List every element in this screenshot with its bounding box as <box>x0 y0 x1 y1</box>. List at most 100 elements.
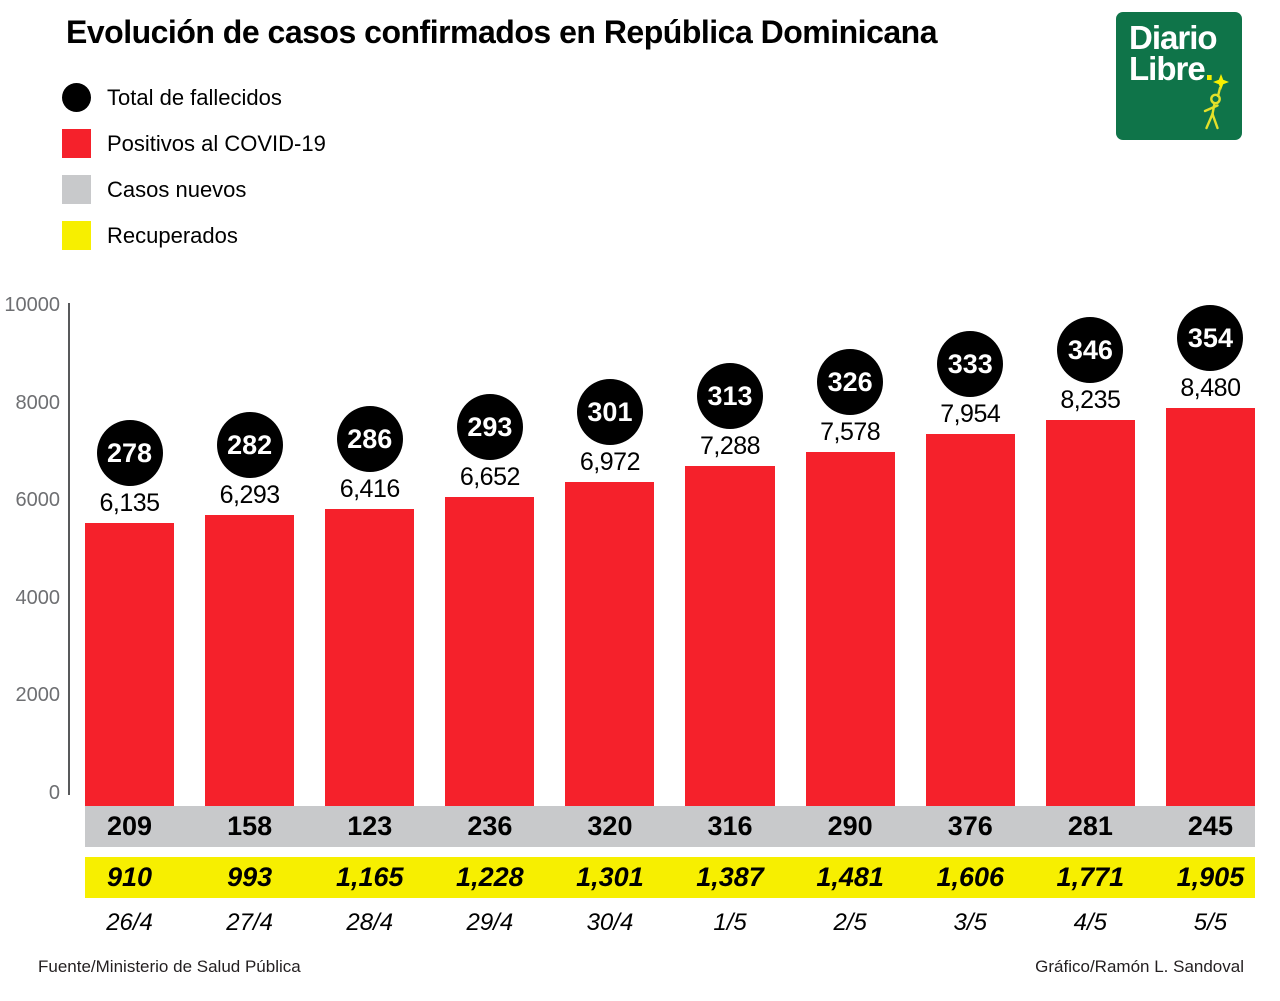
recuperados-value: 1,481 <box>816 862 884 892</box>
date-label: 26/4 <box>106 909 153 936</box>
bar-column: 301 6,972 <box>565 305 655 822</box>
date-label: 4/5 <box>1073 909 1108 936</box>
y-tick-label: 2000 <box>15 684 61 707</box>
deaths-badge: 346 <box>1057 317 1124 383</box>
legend-label: Casos nuevos <box>107 176 247 202</box>
date-label: 28/4 <box>346 909 394 936</box>
positivos-bar <box>1165 408 1255 822</box>
date-label: 3/5 <box>953 909 987 936</box>
recuperados-value: 1,387 <box>696 862 764 892</box>
deaths-badge: 301 <box>576 379 643 445</box>
legend-swatch-square <box>62 175 91 204</box>
casos-nuevos-row: 209 158 123 236 320 316 290 376 281 245 <box>85 806 1255 847</box>
casos-nuevos-value: 316 <box>707 811 753 841</box>
legend-label: Positivos al COVID-19 <box>107 130 326 156</box>
positivos-bar <box>805 452 895 822</box>
casos-nuevos-value: 158 <box>227 811 273 841</box>
bar-value-label: 7,578 <box>820 418 881 446</box>
recuperados-value: 1,905 <box>1176 862 1245 892</box>
bar-column: 286 6,416 <box>325 305 415 822</box>
legend-swatch-square <box>62 221 91 250</box>
recuperados-value: 1,771 <box>1056 862 1125 892</box>
casos-nuevos-value: 290 <box>827 811 873 841</box>
recuperados-value: 993 <box>227 862 273 892</box>
logo-line2: Libre <box>1129 50 1206 87</box>
y-tick-label: 0 <box>48 782 60 804</box>
recuperados-value: 910 <box>107 862 153 892</box>
casos-nuevos-value: 320 <box>587 811 633 841</box>
legend-item: Positivos al COVID-19 <box>62 129 326 158</box>
casos-nuevos-value: 123 <box>347 811 393 841</box>
positivos-bar <box>925 434 1015 822</box>
source-label: Fuente/Ministerio de Salud Pública <box>38 957 301 976</box>
bar-column: 354 8,480 <box>1165 305 1255 822</box>
deaths-badge: 354 <box>1177 305 1244 371</box>
date-label: 30/4 <box>586 909 634 936</box>
casos-nuevos-value: 209 <box>107 811 153 841</box>
recuperados-value: 1,228 <box>456 862 524 892</box>
legend-swatch-square <box>62 129 91 158</box>
recuperados-value: 1,606 <box>936 862 1005 892</box>
deaths-badge: 278 <box>96 420 163 486</box>
positivos-bar <box>445 497 535 822</box>
legend-label: Recuperados <box>107 222 238 248</box>
logo-dot: . <box>1204 50 1214 87</box>
logo-text: Diario Libre. <box>1129 19 1242 87</box>
bar-value-label: 6,652 <box>459 463 521 491</box>
deaths-badge: 282 <box>216 412 283 478</box>
casos-nuevos-value: 281 <box>1067 811 1113 841</box>
y-axis-line <box>68 303 70 795</box>
bar-value-label: 8,235 <box>1060 386 1121 414</box>
deaths-badge: 326 <box>817 349 884 415</box>
bar-value-label: 6,293 <box>219 481 281 509</box>
positivos-bar <box>85 523 175 822</box>
date-label: 5/5 <box>1193 909 1228 936</box>
positivos-bar <box>1045 420 1135 822</box>
y-tick-label: 4000 <box>15 586 61 609</box>
date-label: 2/5 <box>833 909 867 936</box>
dates-row: 26/4 27/4 28/4 29/4 30/4 1/5 2/5 3/5 4/5 5/5 <box>85 905 1255 941</box>
positivos-bar <box>565 482 655 822</box>
chart-title: Evolución de casos confirmados en Repúbl… <box>66 14 938 50</box>
deaths-badge: 333 <box>937 331 1004 397</box>
diario-libre-logo: Diario Libre. <box>1116 12 1242 140</box>
recuperados-row: 910 993 1,165 1,228 1,301 1,387 1,481 1,606 1,77… <box>85 857 1255 898</box>
bar-value-label: 8,480 <box>1180 374 1241 402</box>
y-tick-label: 8000 <box>15 391 61 414</box>
deaths-badge: 286 <box>336 406 403 472</box>
credit-label: Gráfico/Ramón L. Sandoval <box>1035 957 1244 976</box>
positivos-bar <box>685 466 775 822</box>
positivos-bar <box>325 509 415 822</box>
deaths-badge: 313 <box>697 363 764 429</box>
bar-column: 326 7,578 <box>805 305 895 822</box>
bar-column: 313 7,288 <box>685 305 775 822</box>
bar-value-label: 6,416 <box>339 475 401 503</box>
bar-value-label: 7,288 <box>700 432 761 460</box>
bar-column: 282 6,293 <box>205 305 295 822</box>
bar-column: 346 8,235 <box>1045 305 1135 822</box>
legend-item: Casos nuevos <box>62 175 326 204</box>
casos-nuevos-value: 236 <box>467 811 513 841</box>
y-tick-label: 6000 <box>15 489 61 512</box>
legend: Total de fallecidos Positivos al COVID-19… <box>62 83 326 267</box>
date-label: 29/4 <box>466 909 514 936</box>
bar-value-label: 6,972 <box>579 448 641 476</box>
bar-column: 278 6,135 <box>85 305 175 822</box>
legend-item: Recuperados <box>62 221 326 250</box>
y-tick-label: 10000 <box>4 294 60 316</box>
mascot-icon <box>1203 74 1229 130</box>
bar-value-label: 6,135 <box>99 489 161 517</box>
bars-area: 278 6,135 282 6,293 286 6,416 293 6,652 301 6,972… <box>85 305 1255 822</box>
legend-item: Total de fallecidos <box>62 83 326 112</box>
casos-nuevos-value: 376 <box>947 811 993 841</box>
deaths-badge: 293 <box>456 394 523 460</box>
date-label: 27/4 <box>226 909 273 936</box>
recuperados-value: 1,301 <box>576 862 644 892</box>
casos-nuevos-value: 245 <box>1187 811 1233 841</box>
recuperados-value: 1,165 <box>335 862 404 892</box>
legend-swatch-circle <box>62 83 91 112</box>
date-label: 1/5 <box>713 909 747 936</box>
logo-line1: Diario <box>1129 19 1218 56</box>
bar-value-label: 7,954 <box>940 400 1001 428</box>
